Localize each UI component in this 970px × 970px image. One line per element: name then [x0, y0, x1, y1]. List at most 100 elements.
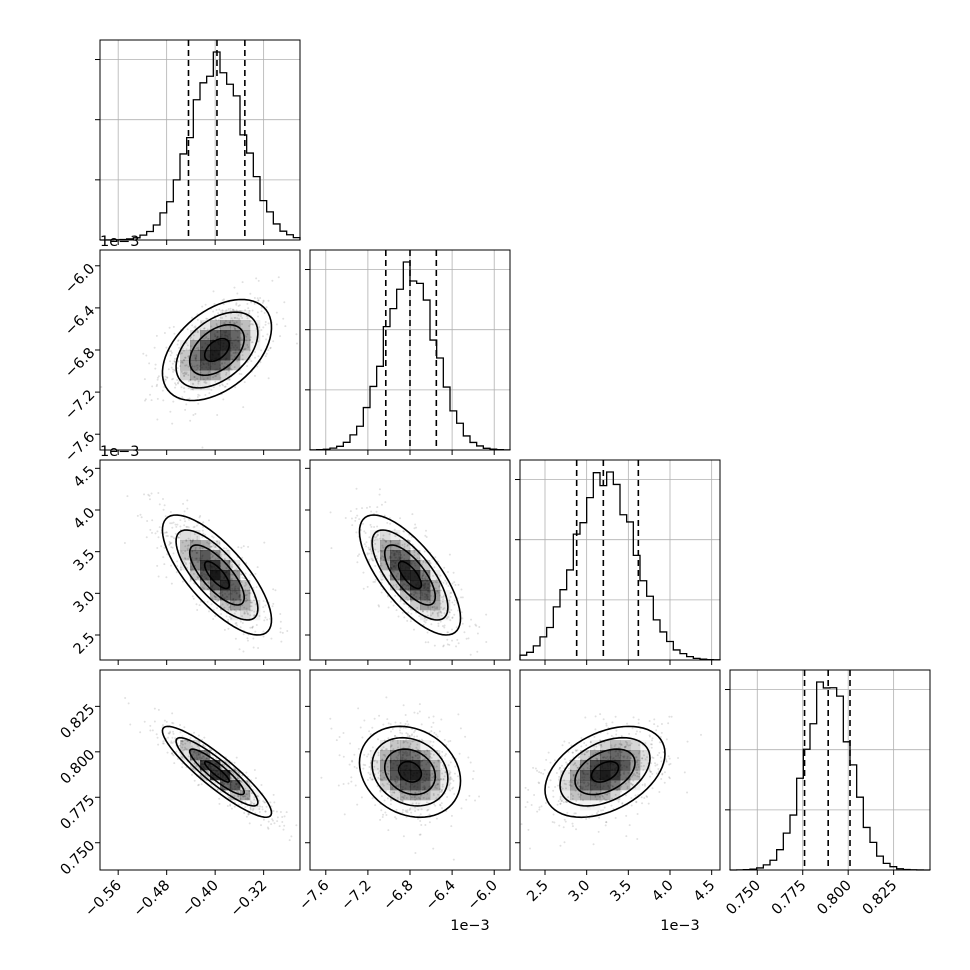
- scatter-point: [385, 748, 388, 751]
- scatter-point: [270, 823, 273, 826]
- scatter-point: [556, 803, 559, 806]
- scatter-point: [279, 631, 282, 634]
- scatter-point: [600, 743, 603, 746]
- scatter-point: [559, 798, 562, 801]
- scatter-point: [266, 333, 269, 336]
- scatter-point: [186, 328, 189, 331]
- scatter-point: [168, 540, 171, 543]
- scatter-point: [124, 697, 127, 700]
- density-cell: [230, 610, 241, 621]
- density-cell: [210, 590, 221, 601]
- scatter-point: [248, 338, 251, 341]
- scatter-point: [439, 778, 442, 781]
- scatter-point: [173, 360, 176, 363]
- scatter-point: [281, 820, 284, 823]
- scatter-point: [410, 612, 413, 615]
- scatter-point: [398, 538, 401, 541]
- scatter-point: [170, 582, 173, 585]
- scatter-point: [245, 597, 248, 600]
- scatter-point: [260, 310, 263, 313]
- scatter-point: [383, 776, 386, 779]
- scatter-point: [356, 514, 359, 517]
- scatter-point: [648, 735, 651, 738]
- scatter-point: [169, 522, 172, 525]
- scatter-point: [166, 553, 169, 556]
- scatter-point: [182, 552, 185, 555]
- scatter-point: [156, 378, 159, 381]
- scatter-point: [172, 370, 175, 373]
- density-cell: [580, 790, 591, 801]
- scatter-point: [166, 751, 169, 754]
- density-cell: [410, 750, 421, 761]
- scatter-point: [176, 523, 179, 526]
- scatter-point: [282, 828, 285, 831]
- density-cell: [400, 570, 411, 581]
- scatter-point: [385, 696, 388, 699]
- scatter-point: [193, 533, 196, 536]
- scatter-point: [423, 550, 426, 553]
- scatter-point: [600, 809, 603, 812]
- scatter-point: [266, 618, 269, 621]
- scatter-point: [191, 595, 194, 598]
- scatter-point: [382, 538, 385, 541]
- scatter-point: [227, 627, 230, 630]
- scatter-point: [433, 803, 436, 806]
- scatter-point: [218, 384, 221, 387]
- scatter-point: [604, 799, 607, 801]
- scatter-point: [243, 811, 246, 814]
- scatter-point: [423, 620, 426, 623]
- scatter-point: [350, 517, 353, 520]
- scatter-point: [461, 596, 464, 599]
- scatter-point: [425, 797, 428, 800]
- density-cell: [230, 560, 241, 571]
- scatter-point: [180, 550, 183, 553]
- scatter-point: [461, 617, 464, 620]
- scatter-point: [153, 707, 156, 710]
- scatter-point: [648, 769, 651, 772]
- scatter-point: [637, 752, 640, 755]
- scatter-point: [435, 733, 438, 736]
- scatter-point: [396, 742, 399, 745]
- scatter-point: [181, 740, 184, 743]
- scatter-point: [394, 721, 397, 724]
- scatter-point: [173, 740, 176, 743]
- density-cell: [190, 370, 201, 381]
- scatter-point: [575, 828, 578, 831]
- scatter-point: [157, 743, 160, 746]
- density-cell: [230, 330, 241, 341]
- scatter-point: [437, 624, 440, 627]
- scatter-point: [190, 745, 193, 748]
- scatter-point: [257, 279, 260, 282]
- scatter-point: [212, 310, 215, 313]
- scatter-point: [559, 802, 562, 805]
- scatter-point: [177, 340, 180, 343]
- scatter-point: [244, 795, 247, 798]
- density-cell: [590, 760, 601, 771]
- scatter-point: [149, 729, 152, 732]
- scatter-point: [225, 567, 228, 570]
- scatter-point: [250, 609, 253, 612]
- scatter-point: [594, 796, 597, 799]
- scatter-point: [451, 617, 454, 620]
- scatter-point: [248, 309, 251, 312]
- scatter-point: [217, 312, 220, 315]
- density-cell: [390, 770, 401, 781]
- scatter-point: [242, 633, 245, 636]
- scatter-point: [414, 799, 417, 802]
- scatter-point: [449, 778, 452, 781]
- scatter-point: [188, 518, 191, 521]
- scatter-point: [139, 731, 142, 734]
- density-cell: [600, 740, 611, 751]
- scatter-point: [183, 517, 186, 520]
- density-cell: [240, 350, 251, 361]
- scatter-point: [626, 785, 629, 788]
- scatter-point: [428, 821, 431, 824]
- scatter-point: [181, 743, 184, 746]
- scatter-point: [381, 783, 384, 786]
- scatter-point: [404, 713, 407, 716]
- scatter-point: [230, 368, 233, 371]
- scatter-point: [547, 751, 550, 754]
- scatter-point: [381, 759, 384, 762]
- scatter-point: [174, 532, 177, 535]
